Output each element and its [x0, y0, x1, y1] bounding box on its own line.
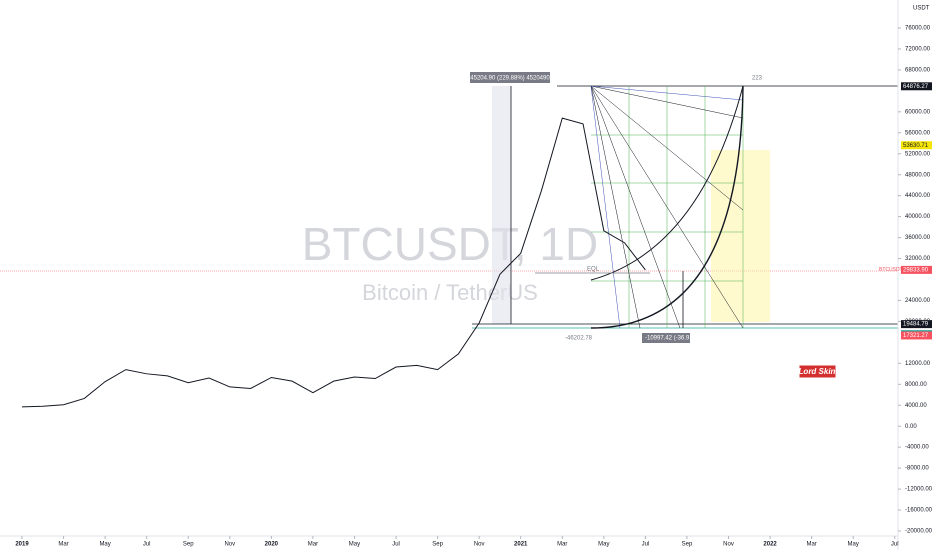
- x-tick-label: Jul: [642, 542, 650, 548]
- x-tick-label: May: [349, 542, 360, 548]
- x-tick-label: Jul: [143, 542, 151, 548]
- x-tick-label: 2022: [763, 542, 777, 548]
- y-tick-label: 24000.00: [905, 298, 931, 304]
- currency: USDT: [913, 6, 930, 12]
- annotation: 45204.90 (229.88%) 4520490: [470, 76, 550, 82]
- y-tick-label: 0.00: [905, 424, 917, 430]
- annotation: -46202.78: [565, 336, 593, 342]
- price-label-box: [901, 320, 932, 329]
- y-tick-label: 44000.00: [905, 193, 931, 199]
- annotation: -10997.42 (-36.9: [645, 336, 690, 342]
- x-tick-label: Sep: [183, 542, 194, 548]
- watermark-subtitle: Bitcoin / TetherUS: [362, 280, 538, 305]
- x-tick-label: Jul: [891, 542, 899, 548]
- y-tick-label: -16000.00: [905, 508, 932, 514]
- x-tick-label: Sep: [432, 542, 443, 548]
- price-label-box: [901, 265, 932, 274]
- gann-fan: [590, 85, 744, 329]
- y-tick-label: -4000.00: [905, 445, 929, 451]
- y-tick-label: 8000.00: [905, 382, 927, 388]
- y-tick-label: 48000.00: [905, 172, 931, 178]
- price-label-box: [901, 331, 932, 340]
- x-tick-label: Nov: [474, 542, 485, 548]
- watermark-title: BTCUSDT, 1D: [302, 218, 598, 270]
- price-label: 29833.90: [903, 267, 929, 273]
- annotation: EQL: [587, 267, 600, 273]
- arc: [590, 85, 744, 329]
- x-tick-label: Mar: [557, 542, 567, 548]
- price-label: 64876.27: [903, 84, 929, 90]
- target-zone: [711, 150, 770, 322]
- measure-band: [492, 86, 511, 324]
- x-tick-label: May: [848, 542, 859, 548]
- series-name: BTCUSDT: [879, 267, 903, 273]
- x-tick-label: May: [99, 542, 110, 548]
- y-tick-label: 40000.00: [905, 214, 931, 220]
- x-tick-label: Jul: [392, 542, 400, 548]
- x-tick-label: 2021: [514, 542, 528, 548]
- y-tick-label: 4000.00: [905, 403, 927, 409]
- y-tick-label: -8000.00: [905, 466, 929, 472]
- x-tick-label: Mar: [308, 542, 318, 548]
- y-tick-label: 56000.00: [905, 130, 931, 136]
- drawings: [472, 85, 898, 329]
- price-label: 17321.27: [903, 333, 929, 339]
- y-tick-label: 60000.00: [905, 109, 931, 115]
- y-tick-label: 32000.00: [905, 256, 931, 262]
- price-line: [21, 117, 646, 408]
- y-tick-label: 68000.00: [905, 67, 931, 73]
- x-tick-label: Nov: [224, 542, 235, 548]
- y-tick-label: 12000.00: [905, 361, 931, 367]
- annotation: Lord Skin: [799, 367, 836, 376]
- x-tick-label: Sep: [682, 542, 693, 548]
- price-label: 19484.79: [903, 322, 929, 328]
- price-label: 53630.71: [903, 143, 929, 149]
- stop-box: [642, 333, 690, 343]
- badge: [798, 364, 837, 379]
- measure-box: [470, 72, 550, 83]
- price-label-box: [901, 141, 932, 150]
- x-tick-label: 2020: [265, 542, 279, 548]
- y-tick-label: 36000.00: [905, 235, 931, 241]
- y-tick-label: -12000.00: [905, 487, 932, 493]
- arc2: [590, 85, 744, 281]
- x-tick-label: Mar: [58, 542, 68, 548]
- y-tick-label: 76000.00: [905, 26, 931, 32]
- fan-blue: [590, 85, 744, 329]
- y-tick-label: 72000.00: [905, 47, 931, 53]
- y-tick-label: 52000.00: [905, 151, 931, 157]
- x-tick-label: 2019: [15, 542, 29, 548]
- x-tick-label: May: [598, 542, 609, 548]
- x-tick-label: Mar: [806, 542, 816, 548]
- y-tick-label: -20000.00: [905, 529, 932, 535]
- price-label-box: [901, 82, 932, 91]
- x-tick-label: Nov: [723, 542, 734, 548]
- annotation: 223: [752, 76, 763, 82]
